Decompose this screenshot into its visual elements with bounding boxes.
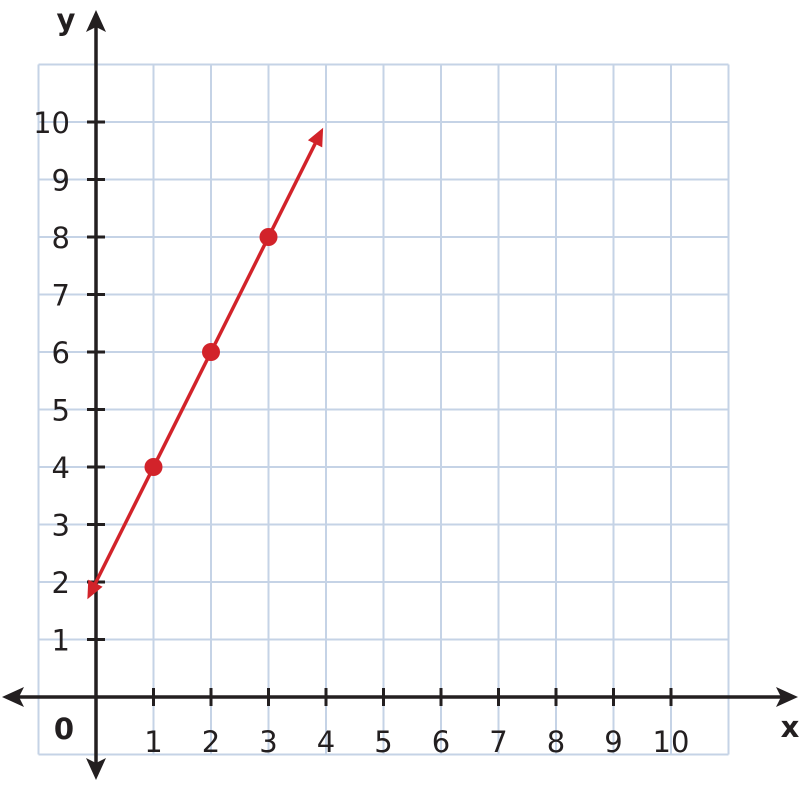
x-axis-label: x (781, 710, 800, 744)
x-tick-label: 4 (317, 725, 335, 759)
x-axis-arrow-left (2, 687, 24, 707)
data-point (144, 458, 163, 476)
y-tick-label: 9 (52, 164, 70, 198)
origin-label: 0 (54, 712, 74, 746)
x-tick-label: 7 (489, 725, 507, 759)
y-axis-arrow-up (86, 10, 106, 32)
y-tick-label: 3 (52, 509, 70, 543)
x-tick-label: 1 (144, 725, 162, 759)
x-axis-arrow-right (776, 687, 798, 707)
y-tick-label: 7 (52, 279, 70, 313)
x-tick-label: 5 (374, 725, 392, 759)
data-point (259, 228, 278, 246)
y-tick-label: 10 (33, 106, 70, 140)
x-tick-label: 2 (202, 725, 220, 759)
data-point (202, 343, 220, 361)
grid (37, 63, 730, 756)
x-tick-label: 6 (432, 725, 450, 759)
y-tick-label: 4 (52, 451, 70, 485)
y-tick-label: 6 (52, 336, 70, 370)
axes (2, 10, 798, 780)
x-tick-label: 3 (259, 725, 277, 759)
tick-labels: 1 2 3 4 5 6 7 8 9 10 1 2 3 4 5 6 7 8 9 10 (33, 106, 689, 759)
y-axis-label: y (57, 3, 76, 37)
x-tick-label: 8 (547, 725, 565, 759)
y-axis-arrow-down (86, 758, 106, 780)
x-tick-label: 10 (653, 725, 690, 759)
y-tick-label: 5 (52, 394, 70, 428)
data-series (87, 127, 324, 600)
y-tick-label: 8 (52, 221, 70, 255)
y-tick-label: 2 (52, 566, 70, 600)
y-tick-label: 1 (52, 624, 70, 658)
x-tick-label: 9 (604, 725, 622, 759)
series-line (92, 139, 319, 588)
line-arrow-up (307, 127, 324, 148)
line-arrow-down (87, 579, 103, 600)
